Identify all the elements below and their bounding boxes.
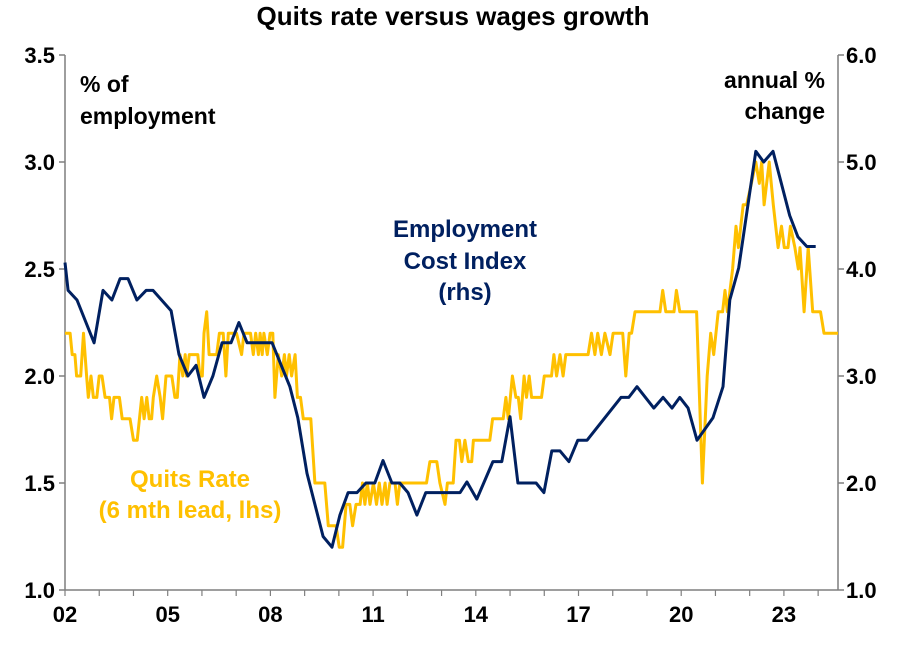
x-tick-label: 08 xyxy=(258,602,282,627)
left-tick-label: 1.5 xyxy=(24,471,55,496)
right-tick-label: 6.0 xyxy=(846,43,877,68)
left-axis-label-line-2: employment xyxy=(80,103,216,129)
right-tick-label: 4.0 xyxy=(846,257,877,282)
left-axis-label-line-1: % of xyxy=(80,71,129,97)
x-tick-label: 14 xyxy=(464,602,489,627)
left-tick-label: 2.5 xyxy=(24,257,55,282)
right-tick-label: 2.0 xyxy=(846,471,877,496)
axes: 1.0 1.5 2.0 2.5 3.0 3.5 1.0 2.0 3.0 4.0 5.0 6.0 02 05… xyxy=(24,43,876,627)
quits-series-label-line-2: (6 mth lead, lhs) xyxy=(99,497,282,524)
left-tick-label: 2.0 xyxy=(24,364,55,389)
x-tick-label: 20 xyxy=(669,602,693,627)
left-tick-label: 3.0 xyxy=(24,150,55,175)
right-tick-label: 3.0 xyxy=(846,364,877,389)
x-tick-label: 23 xyxy=(772,602,796,627)
x-tick-label: 05 xyxy=(155,602,179,627)
left-tick-label: 1.0 xyxy=(24,578,55,603)
right-tick-label: 1.0 xyxy=(846,578,877,603)
series-layer xyxy=(63,149,838,549)
right-axis-label-line-1: annual % xyxy=(724,67,825,93)
chart-title: Quits rate versus wages growth xyxy=(256,1,649,31)
x-tick-label: 02 xyxy=(53,602,77,627)
employment-cost-index-line xyxy=(63,149,816,549)
right-tick-label: 5.0 xyxy=(846,150,877,175)
eci-series-label-line-2: Cost Index xyxy=(404,248,527,275)
quits-rate-line xyxy=(65,160,838,549)
left-tick-label: 3.5 xyxy=(24,43,55,68)
right-axis-label-line-2: change xyxy=(744,98,825,124)
eci-series-label-line-3: (rhs) xyxy=(438,279,491,306)
x-tick-label: 11 xyxy=(361,602,384,627)
quits-series-label-line-1: Quits Rate xyxy=(130,466,250,493)
eci-series-label-line-1: Employment xyxy=(393,216,537,243)
x-tick-label: 17 xyxy=(566,602,590,627)
